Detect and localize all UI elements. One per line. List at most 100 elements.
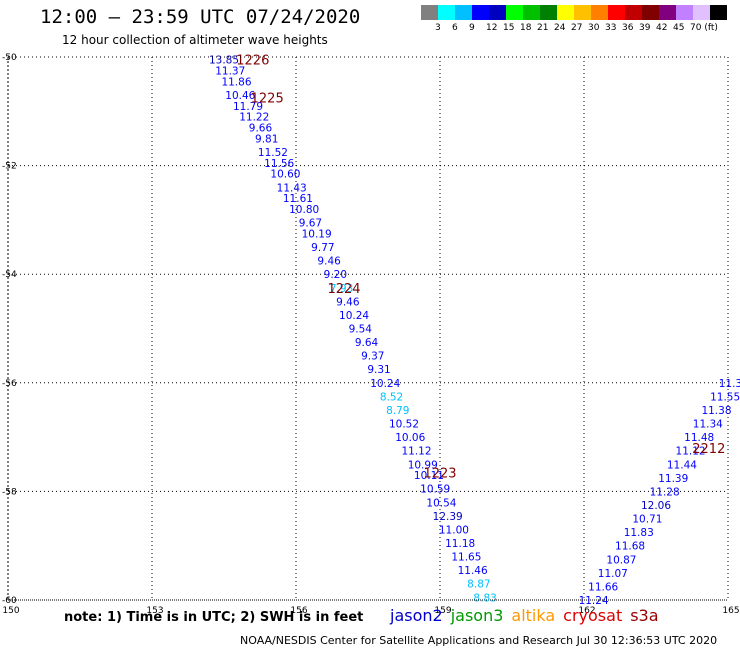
data-point-label: 10.87 xyxy=(606,554,636,566)
colorbar-tick-label: 18 xyxy=(520,23,532,33)
colorbar-swatch xyxy=(625,5,642,20)
colorbar-swatch xyxy=(693,5,710,20)
data-point-label: 9.81 xyxy=(255,133,278,145)
x-tick-label: 159 xyxy=(434,606,451,616)
x-tick-label: 156 xyxy=(290,606,307,616)
data-point-label: 9.20 xyxy=(324,269,347,281)
data-point-label: 9.67 xyxy=(299,218,322,230)
data-point-label: 11.65 xyxy=(451,552,481,564)
data-point-label: 10.54 xyxy=(426,497,456,509)
data-point-label: 11.83 xyxy=(624,527,654,539)
satellite-legend-entry: jason3 xyxy=(450,606,504,625)
data-point-label: 11.07 xyxy=(598,568,628,580)
y-tick-label: -60 xyxy=(2,596,17,606)
chart-subtitle: 12 hour collection of altimeter wave hei… xyxy=(62,33,328,47)
satellite-legend-entry: altika xyxy=(511,606,556,625)
satellite-legend-entry: jason2 xyxy=(390,606,443,625)
data-point-label: 11.18 xyxy=(445,538,475,550)
colorbar-swatch xyxy=(591,5,608,20)
colorbar-tick-label: 39 xyxy=(639,23,651,33)
colorbar-swatch xyxy=(557,5,574,20)
colorbar-swatch xyxy=(574,5,591,20)
colorbar-swatch xyxy=(710,5,727,20)
data-point-label: 11.28 xyxy=(650,486,680,498)
data-point-label: 12.06 xyxy=(641,500,671,512)
y-tick-label: -58 xyxy=(2,487,17,497)
x-tick-label: 165 xyxy=(722,606,739,616)
colorbar-tick-label: 45 xyxy=(673,23,685,33)
data-point-label: 11.24 xyxy=(579,595,609,607)
track-time-label: 1225 xyxy=(251,92,284,107)
track-time-label: 1223 xyxy=(423,466,456,481)
track-time-label: 2212 xyxy=(692,442,725,457)
data-point-label: 11.46 xyxy=(458,565,488,577)
colorbar-tick-label: 3 xyxy=(435,23,441,33)
data-point-label: 11.39 xyxy=(658,473,688,485)
data-point-label: 10.11 xyxy=(414,470,444,482)
colorbar-tick-label: 33 xyxy=(605,23,617,33)
data-point-label: 11.12 xyxy=(401,446,431,458)
data-point-label: 11.00 xyxy=(439,524,469,536)
data-point-label: 12.39 xyxy=(433,511,463,523)
colorbar-tick-label: 21 xyxy=(537,23,549,33)
x-tick-label: 153 xyxy=(146,606,163,616)
track-time-label: 1226 xyxy=(236,54,269,69)
satellite-legend-entry: s3a xyxy=(630,606,659,625)
data-point-label: 9.66 xyxy=(249,123,273,135)
y-tick-label: -52 xyxy=(2,162,17,172)
colorbar-tick-label: 15 xyxy=(503,23,515,33)
y-tick-label: -54 xyxy=(2,270,17,280)
colorbar-swatch xyxy=(523,5,540,20)
data-point-label: 10.99 xyxy=(408,459,438,471)
data-point-label: 10.19 xyxy=(302,228,332,240)
colorbar-swatch xyxy=(676,5,693,20)
data-point-label: 9.77 xyxy=(311,242,334,254)
colorbar-swatch xyxy=(489,5,506,20)
satellite-legend: jason2 jason3 altika cryosat s3a xyxy=(390,606,667,625)
data-point-label: 10.06 xyxy=(395,432,425,444)
colorbar-tick-label: 42 xyxy=(656,23,668,33)
footer-note: note: 1) Time is in UTC; 2) SWH is in fe… xyxy=(64,610,364,625)
data-point-label: 11.55 xyxy=(710,391,740,403)
y-tick-label: -56 xyxy=(2,379,17,389)
data-point-label: 11.66 xyxy=(588,581,618,593)
data-point-label: 10.59 xyxy=(420,484,450,496)
colorbar-swatch xyxy=(455,5,472,20)
data-point-label: 8.52 xyxy=(380,391,403,403)
data-point-label: 11.44 xyxy=(667,459,697,471)
data-point-label: 8.79 xyxy=(386,405,409,417)
colorbar-swatch xyxy=(421,5,438,20)
data-point-label: 11.48 xyxy=(684,432,714,444)
chart-title: 12:00 – 23:59 UTC 07/24/2020 xyxy=(40,6,361,28)
colorbar-tick-label: 6 xyxy=(452,23,458,33)
x-tick-label: 162 xyxy=(578,606,595,616)
colorbar-tick-label: 27 xyxy=(571,23,583,33)
data-point-label: 10.80 xyxy=(289,204,319,216)
colorbar-swatch xyxy=(659,5,676,20)
data-point-label: 11.68 xyxy=(615,541,645,553)
colorbar-swatch xyxy=(506,5,523,20)
data-point-label: 9.46 xyxy=(317,256,341,268)
data-point-label: 11.43 xyxy=(277,182,307,194)
data-point-label: 8.87 xyxy=(467,579,490,591)
data-point-label: 11.61 xyxy=(283,193,313,205)
data-point-label: 9.54 xyxy=(349,324,373,336)
data-point-label: 11.56 xyxy=(264,158,294,170)
data-point-label: 10.52 xyxy=(389,419,419,431)
footer-credit: NOAA/NESDIS Center for Satellite Applica… xyxy=(240,634,718,647)
data-point-label: 11.12 xyxy=(676,446,706,458)
data-point-label: 8.83 xyxy=(473,592,496,604)
colorbar-tick-label: 70 (ft) xyxy=(690,23,718,33)
x-tick-label: 150 xyxy=(2,606,19,616)
data-point-label: 10.71 xyxy=(632,514,662,526)
colorbar-swatch xyxy=(608,5,625,20)
colorbar-swatch xyxy=(472,5,489,20)
colorbar-swatch xyxy=(438,5,455,20)
data-point-label: 11.37 xyxy=(215,66,245,78)
data-point-label: 11.34 xyxy=(693,419,723,431)
data-point-label: 10.46 xyxy=(225,90,255,102)
data-point-label: 9.64 xyxy=(355,337,379,349)
data-point-label: 10.24 xyxy=(339,310,369,322)
data-point-label: 10.24 xyxy=(370,378,400,390)
